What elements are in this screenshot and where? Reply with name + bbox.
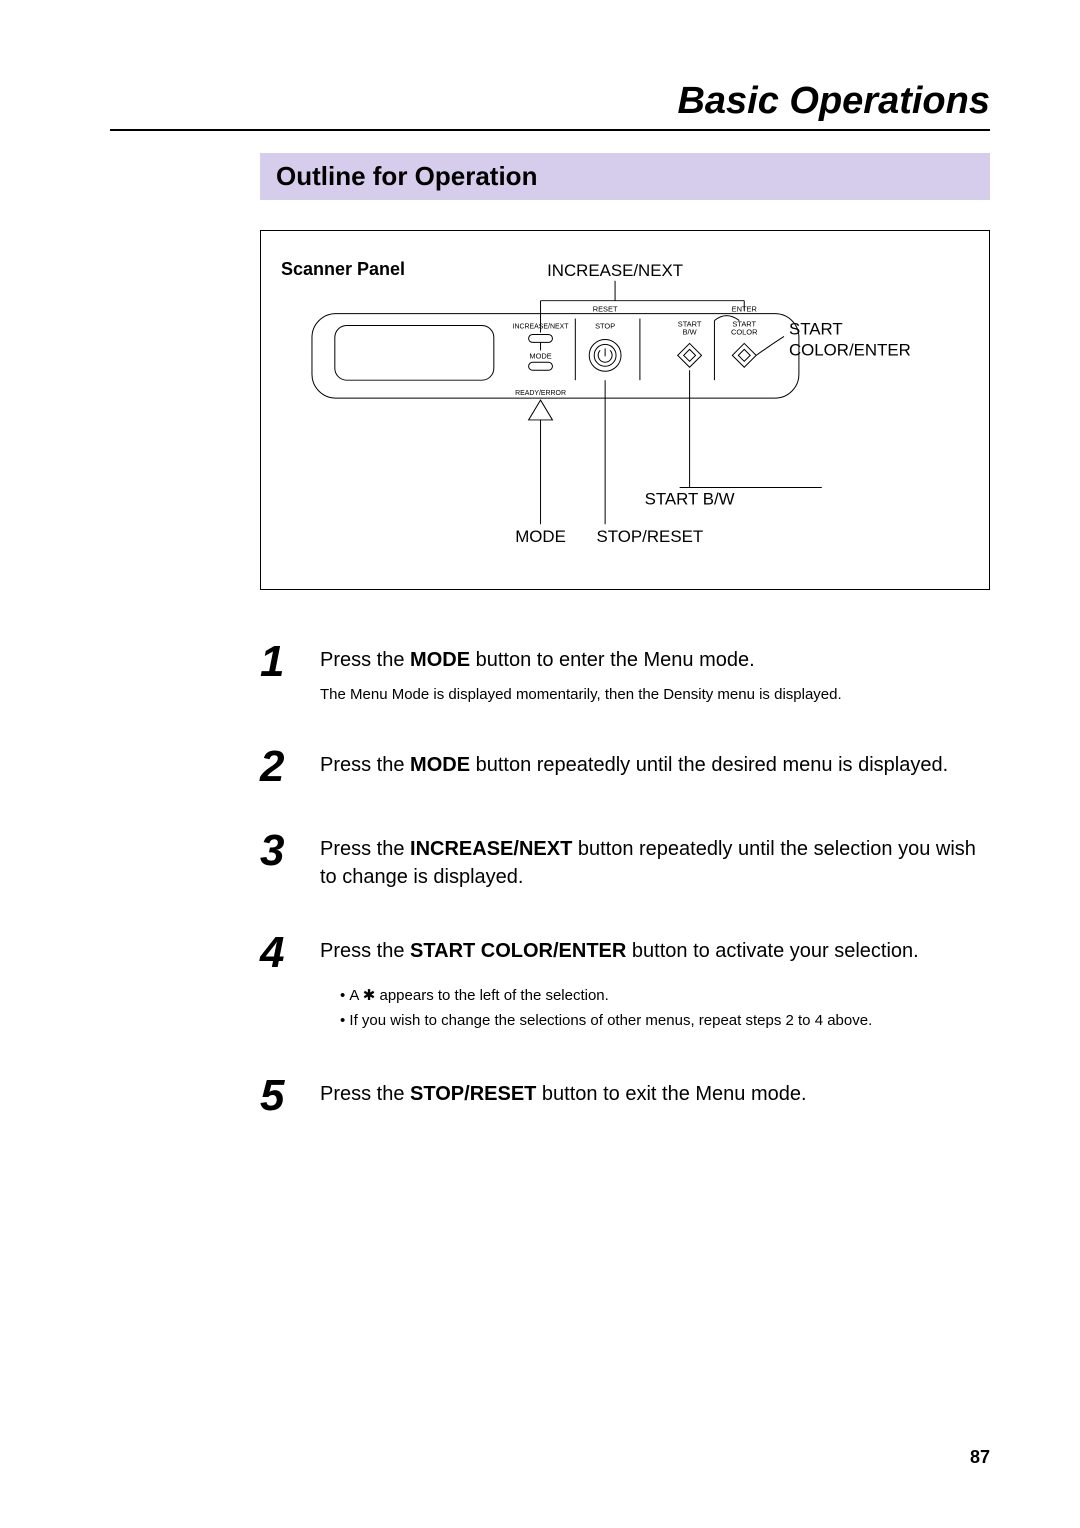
step-2: 2 Press the MODE button repeatedly until…: [260, 745, 990, 789]
small-mode: MODE: [529, 351, 551, 360]
scanner-panel-svg: INCREASE/NEXT RESET ENTER INCREASE/NEXT …: [281, 251, 969, 569]
step-1: 1 Press the MODE button to enter the Men…: [260, 640, 990, 705]
callout-color-enter: COLOR/ENTER: [789, 340, 911, 359]
callout-start-bw: START B/W: [645, 489, 735, 508]
step-subtext: The Menu Mode is displayed momentarily, …: [320, 684, 990, 705]
step-number: 3: [260, 829, 300, 891]
page-number: 87: [970, 1447, 990, 1468]
callout-increase-next: INCREASE/NEXT: [547, 261, 683, 280]
step-text-bold: MODE: [410, 649, 470, 671]
step-text-bold: INCREASE/NEXT: [410, 838, 572, 860]
bullet-item: If you wish to change the selections of …: [340, 1010, 990, 1033]
step-number: 5: [260, 1074, 300, 1118]
step-text-pre: Press the: [320, 1083, 410, 1105]
step-text-bold: STOP/RESET: [410, 1083, 536, 1105]
step-number: 2: [260, 745, 300, 789]
step-text-pre: Press the: [320, 838, 410, 860]
step-text-pre: Press the: [320, 940, 410, 962]
small-enter: ENTER: [732, 305, 758, 314]
callout-mode: MODE: [515, 527, 566, 546]
small-ready-error: READY/ERROR: [515, 390, 566, 397]
small-inc-next: INCREASE/NEXT: [513, 324, 570, 331]
step-text-bold: START COLOR/ENTER: [410, 940, 626, 962]
step-text-pre: Press the: [320, 649, 410, 671]
step-text-post: button repeatedly until the desired menu…: [470, 754, 948, 776]
step-text-pre: Press the: [320, 754, 410, 776]
step-number: 4: [260, 931, 300, 1034]
step-5: 5 Press the STOP/RESET button to exit th…: [260, 1074, 990, 1118]
section-heading: Outline for Operation: [260, 153, 990, 200]
step-text-post: button to activate your selection.: [626, 940, 918, 962]
step-bullets: A ✱ appears to the left of the selection…: [320, 985, 990, 1032]
step-text-bold: MODE: [410, 754, 470, 776]
callout-stop-reset: STOP/RESET: [597, 527, 704, 546]
step-text-post: button to exit the Menu mode.: [536, 1083, 806, 1105]
small-reset: RESET: [593, 305, 618, 314]
step-3: 3 Press the INCREASE/NEXT button repeate…: [260, 829, 990, 891]
steps-list: 1 Press the MODE button to enter the Men…: [260, 640, 990, 1118]
page-title: Basic Operations: [110, 80, 990, 131]
bullet-item: A ✱ appears to the left of the selection…: [340, 985, 990, 1008]
small-start-bw2: B/W: [683, 327, 697, 336]
scanner-panel-diagram: Scanner Panel INCREASE/NEXT RESET ENTER …: [260, 230, 990, 590]
small-start-color2: COLOR: [731, 327, 758, 336]
step-4: 4 Press the START COLOR/ENTER button to …: [260, 931, 990, 1034]
callout-start: START: [789, 319, 843, 338]
step-number: 1: [260, 640, 300, 705]
small-stop: STOP: [595, 322, 615, 331]
step-text-post: button to enter the Menu mode.: [470, 649, 755, 671]
